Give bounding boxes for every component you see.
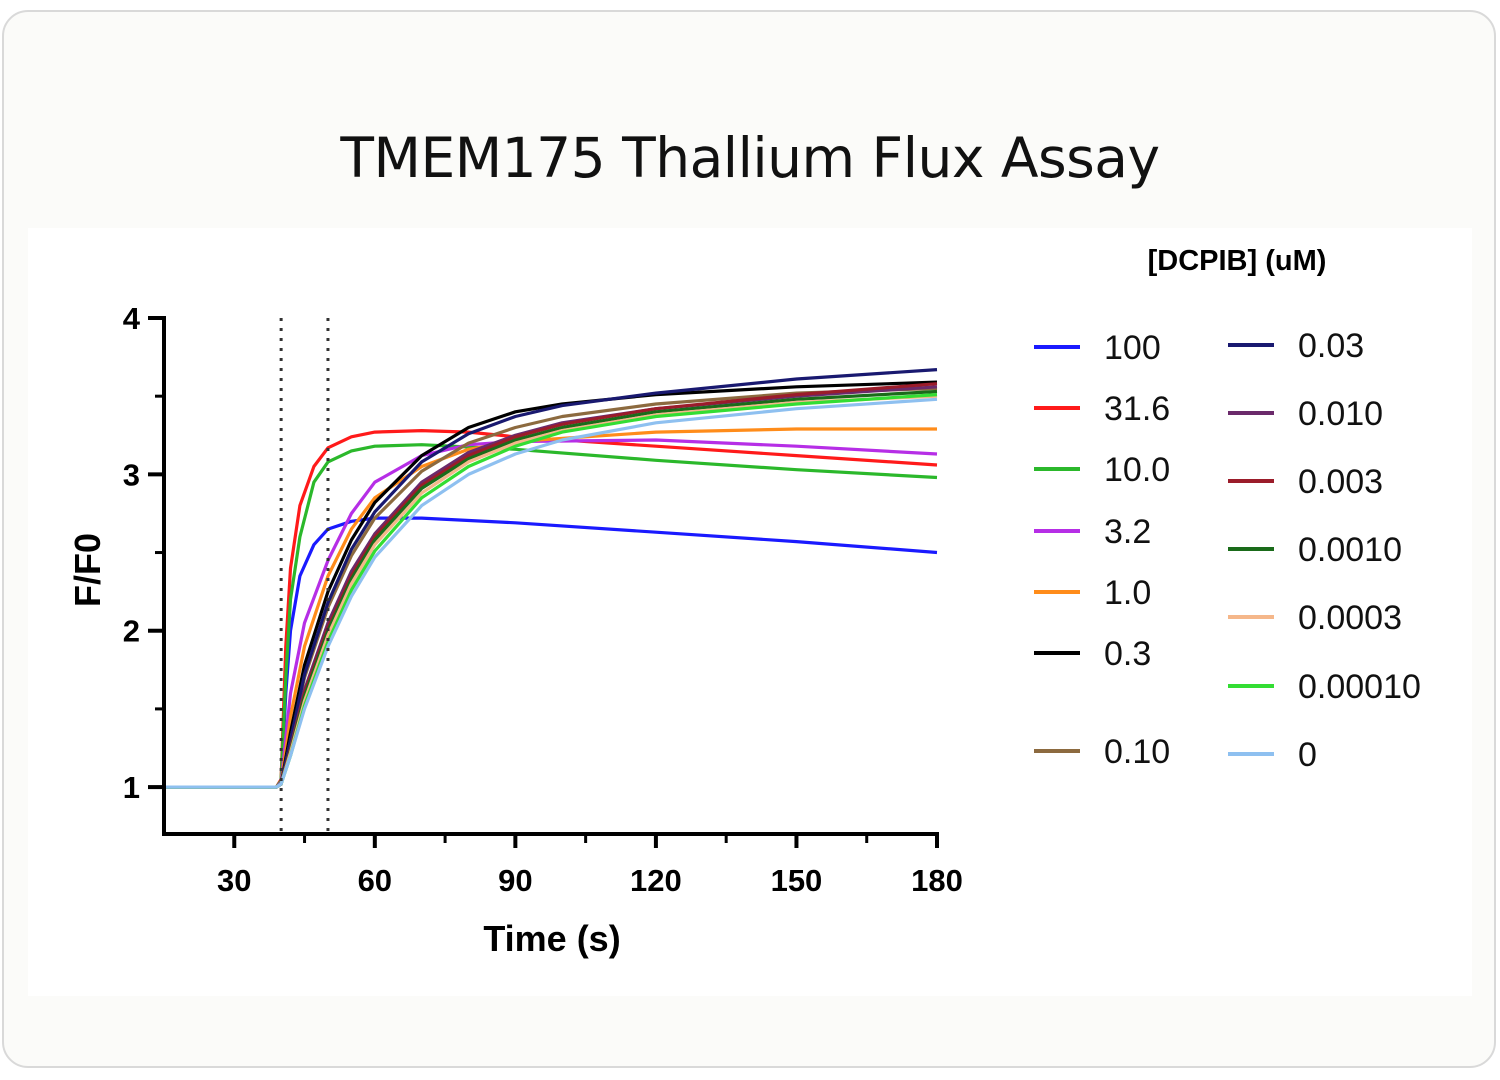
axes: 1 2 3 4 30 60 90 120 150 180 — [123, 301, 963, 898]
series-line-3 — [164, 438, 938, 789]
y-axis-label: F/F0 — [67, 533, 108, 607]
x-tick-label: 150 — [771, 863, 823, 898]
series-lines — [164, 368, 938, 789]
legend-entry-label: 31.6 — [1104, 390, 1170, 428]
legend-entry-label: 0.010 — [1298, 395, 1383, 433]
y-tick-label: 3 — [123, 457, 140, 492]
x-tick-label: 60 — [358, 863, 392, 898]
x-tick-label: 30 — [217, 863, 251, 898]
y-tick-label: 2 — [123, 614, 140, 649]
series-line-13 — [164, 397, 938, 789]
legend: 100 31.6 10.0 3.2 1.0 0.3 0.10 0.03 0.010 0.003 0.… — [1034, 327, 1421, 774]
x-tick-label: 90 — [498, 863, 532, 898]
legend-entry-label: 0.3 — [1104, 635, 1151, 673]
plot-panel — [28, 228, 1472, 996]
y-tick-label: 4 — [123, 301, 141, 336]
x-tick-label: 180 — [911, 863, 963, 898]
legend-entry-label: 100 — [1104, 329, 1161, 367]
legend-entry-label: 0.0003 — [1298, 599, 1402, 637]
legend-title: [DCPIB] (uM) — [1148, 245, 1327, 277]
chart-title: TMEM175 Thallium Flux Assay — [340, 126, 1160, 190]
legend-entry-label: 0.03 — [1298, 327, 1364, 365]
legend-entry-label: 0 — [1298, 736, 1317, 774]
x-axis-label: Time (s) — [483, 918, 620, 959]
y-tick-label: 1 — [123, 770, 140, 805]
legend-entry-label: 10.0 — [1104, 451, 1170, 489]
legend-entry-label: 0.003 — [1298, 463, 1383, 501]
legend-entry-label: 0.10 — [1104, 733, 1170, 771]
x-tick-label: 120 — [630, 863, 682, 898]
legend-entry-label: 1.0 — [1104, 574, 1151, 612]
legend-entry-label: 0.0010 — [1298, 531, 1402, 569]
legend-entry-label: 0.00010 — [1298, 668, 1421, 706]
series-line-2 — [164, 443, 938, 789]
legend-entry-label: 3.2 — [1104, 513, 1151, 551]
